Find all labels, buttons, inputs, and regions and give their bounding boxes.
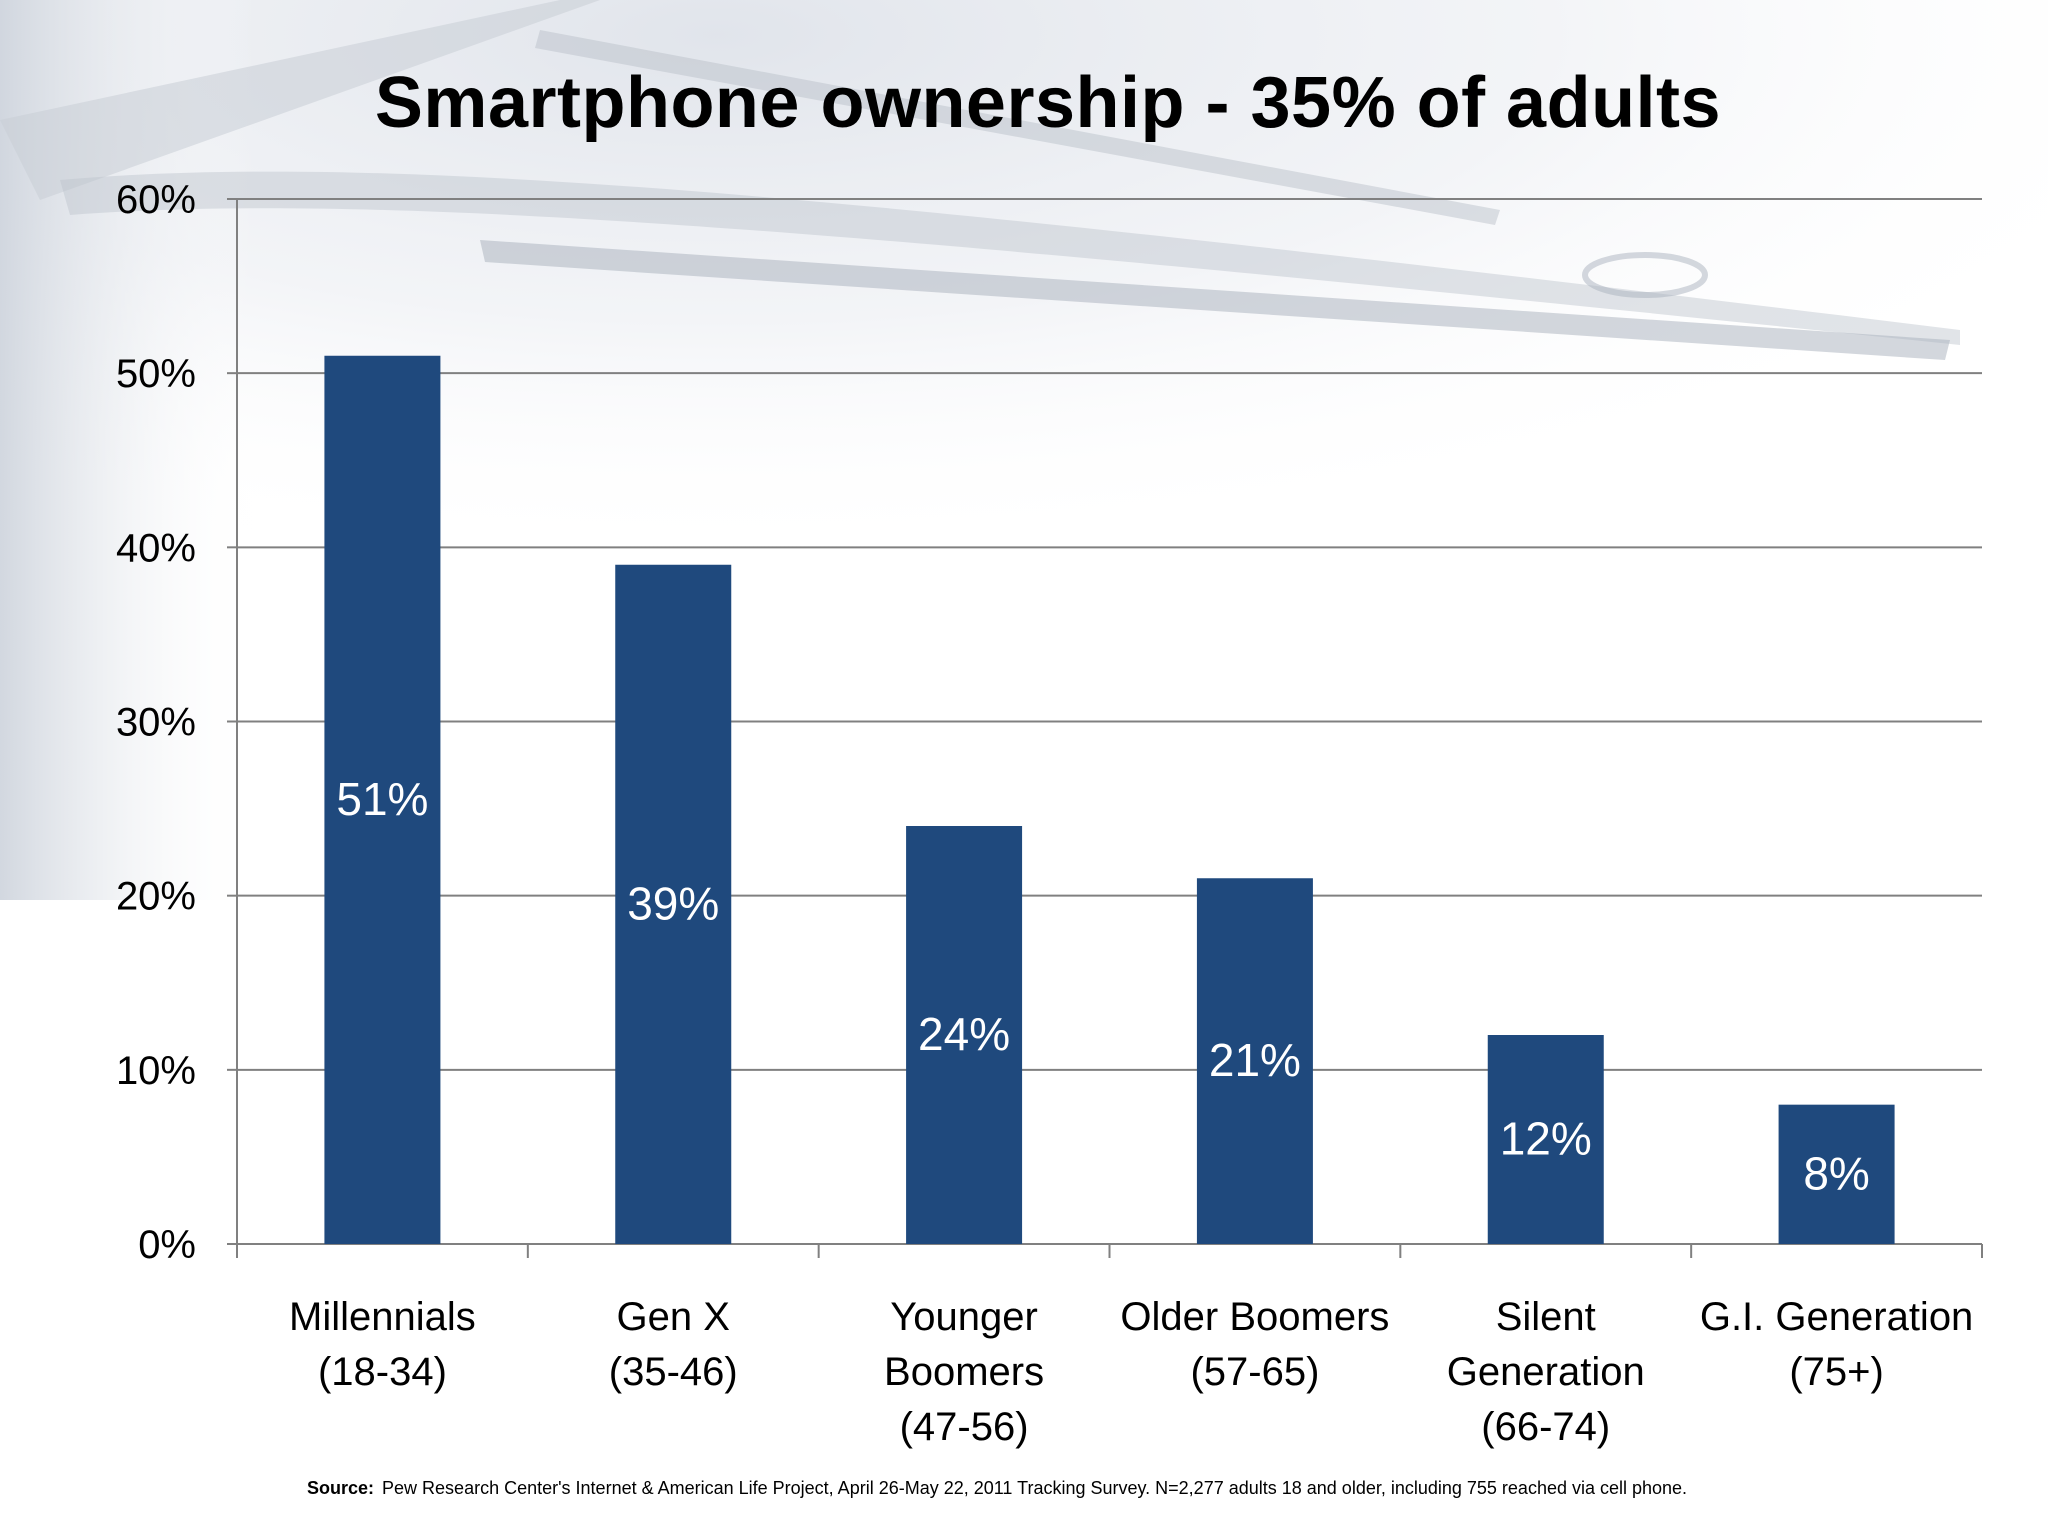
x-category-label: Younger — [890, 1295, 1038, 1339]
bar — [906, 826, 1023, 1244]
bar-data-label: 51% — [336, 773, 428, 825]
x-category-label: (35-46) — [609, 1350, 738, 1394]
x-category-label: (66-74) — [1481, 1405, 1610, 1449]
x-category-label: Generation — [1447, 1350, 1645, 1394]
y-tick-label: 20% — [116, 875, 196, 919]
source-note: Source: Pew Research Center's Internet & … — [307, 1478, 1687, 1499]
bar — [324, 355, 441, 1244]
y-tick-label: 50% — [116, 352, 196, 396]
bar-data-label: 8% — [1803, 1147, 1869, 1199]
bar-data-label: 39% — [627, 877, 719, 929]
y-tick-label: 40% — [116, 526, 196, 570]
bar-data-label: 24% — [918, 1008, 1010, 1060]
x-category-label: Boomers — [884, 1350, 1044, 1394]
x-category-label: (47-56) — [900, 1405, 1029, 1449]
x-category-label: (18-34) — [318, 1350, 447, 1394]
bar-data-label: 12% — [1500, 1113, 1592, 1165]
x-category-label: (75+) — [1789, 1350, 1884, 1394]
x-category-label: Millennials — [289, 1295, 476, 1339]
bar — [1487, 1035, 1604, 1244]
chart-title: Smartphone ownership - 35% of adults — [374, 63, 1722, 143]
y-tick-label: 30% — [116, 701, 196, 745]
bar — [1196, 878, 1313, 1244]
x-category-label: (57-65) — [1190, 1350, 1319, 1394]
bar-data-label: 21% — [1209, 1034, 1301, 1086]
x-category-label: Older Boomers — [1120, 1295, 1389, 1339]
source-label: Source: — [307, 1478, 375, 1498]
y-tick-label: 10% — [116, 1049, 196, 1093]
bar — [1778, 1104, 1895, 1244]
y-tick-label: 0% — [138, 1223, 196, 1267]
bar — [615, 564, 732, 1244]
source-text: Pew Research Center's Internet & America… — [382, 1478, 1688, 1498]
x-category-label: Gen X — [617, 1295, 730, 1339]
y-tick-label: 60% — [116, 178, 196, 222]
x-category-label: Silent — [1496, 1295, 1596, 1339]
x-category-label: G.I. Generation — [1700, 1295, 1973, 1339]
